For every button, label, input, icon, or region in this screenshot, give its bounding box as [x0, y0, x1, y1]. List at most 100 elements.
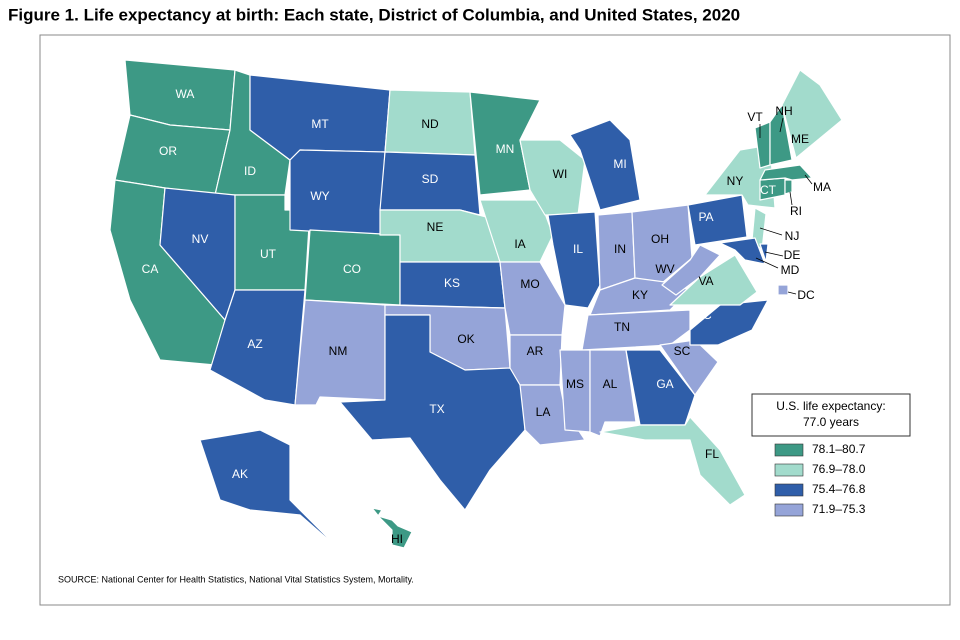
state-label: IN: [614, 242, 626, 256]
state-label: ND: [421, 117, 439, 131]
state-label: UT: [260, 247, 277, 261]
state-label: CO: [343, 262, 361, 276]
state-label: VT: [747, 110, 763, 124]
state-label: RI: [790, 204, 802, 218]
state-label: TX: [429, 402, 444, 416]
state-label: OH: [651, 232, 669, 246]
state: [209, 289, 306, 406]
state: [581, 309, 691, 351]
legend-swatch: [774, 483, 804, 497]
summary-line: U.S. life expectancy:: [776, 399, 885, 413]
state: [719, 237, 766, 265]
state-label: CT: [760, 183, 777, 197]
leader-line: [804, 174, 813, 185]
state-label: HI: [391, 532, 403, 546]
summary-box: [751, 393, 911, 437]
state-labels: WA OR CA ID NV UT AZ MT WY CO NM ND SD NE KS OK TX MN IA MO…: [142, 87, 831, 546]
state-label: LA: [536, 405, 551, 419]
state: [569, 119, 641, 211]
state-label: MA: [813, 180, 831, 194]
state-label: KY: [632, 288, 648, 302]
state-label: SC: [674, 344, 691, 358]
state-label: GA: [656, 377, 673, 391]
state: [777, 284, 789, 296]
state-label: WA: [176, 87, 195, 101]
state: [781, 69, 843, 159]
state-label: DC: [797, 288, 815, 302]
state-label: MN: [496, 142, 515, 156]
legend-label: 71.9–75.3: [812, 502, 866, 516]
state-label: ID: [244, 164, 256, 178]
state: [371, 507, 413, 549]
state: [759, 164, 813, 181]
state-label: MO: [520, 277, 539, 291]
state-label: FL: [705, 447, 719, 461]
state-label: NJ: [785, 229, 800, 243]
state-label: AK: [232, 467, 248, 481]
legend-label: 78.1–80.7: [812, 442, 866, 456]
states: [109, 59, 843, 551]
state: [625, 349, 696, 426]
state: [509, 334, 563, 386]
legend-swatch: [774, 503, 804, 517]
state-label: IA: [514, 237, 525, 251]
state: [704, 144, 776, 209]
state: [199, 429, 341, 551]
legend-swatch: [774, 463, 804, 477]
state: [687, 194, 748, 246]
state-label: OR: [159, 144, 177, 158]
legend: 78.1–80.7 76.9–78.0 75.4–76.8 71.9–75.3: [774, 442, 866, 517]
state-label: NC: [694, 308, 712, 322]
leader-line: [787, 291, 797, 295]
state-label: VA: [698, 274, 713, 288]
state: [547, 211, 601, 309]
state-label: AL: [603, 377, 618, 391]
state-label: ME: [791, 132, 809, 146]
state-label: WY: [310, 189, 329, 203]
state-label: TN: [614, 320, 630, 334]
state: [631, 204, 693, 284]
state-label: IL: [573, 242, 583, 256]
state-label: WI: [553, 167, 568, 181]
source-note: SOURCE: National Center for Health Stati…: [58, 574, 414, 584]
state-label: NH: [775, 104, 792, 118]
state: [759, 243, 769, 263]
state: [669, 254, 758, 306]
state-label: DE: [784, 248, 801, 262]
state-label: SD: [422, 172, 439, 186]
state: [339, 314, 526, 511]
leader-line: [755, 257, 779, 269]
state-label: NV: [192, 232, 209, 246]
state: [599, 416, 746, 506]
state: [659, 339, 719, 396]
legend-label: 75.4–76.8: [812, 482, 866, 496]
state-label: MS: [566, 377, 584, 391]
state-label: CA: [142, 262, 159, 276]
leader-line: [764, 251, 784, 257]
state-label: MD: [781, 263, 800, 277]
state-label: NE: [427, 220, 444, 234]
state-label: MT: [311, 117, 329, 131]
state-label: NY: [727, 174, 744, 188]
legend-label: 76.9–78.0: [812, 462, 866, 476]
state-label: MI: [613, 157, 626, 171]
state-label: OK: [457, 332, 474, 346]
state: [479, 199, 554, 263]
leader-line: [759, 227, 783, 236]
state: [661, 244, 721, 296]
state-label: NM: [329, 344, 348, 358]
state-label: AR: [527, 344, 544, 358]
legend-swatch: [774, 443, 804, 457]
state-label: WV: [655, 262, 674, 276]
state: [289, 149, 386, 236]
leader-line: [789, 191, 793, 206]
summary-line: 77.0 years: [803, 415, 859, 429]
state-label: PA: [698, 210, 713, 224]
leader-line: [779, 117, 784, 133]
figure-title: Figure 1. Life expectancy at birth: Each…: [8, 5, 740, 24]
state-label: AZ: [247, 337, 262, 351]
state-label: KS: [444, 276, 460, 290]
state: [769, 104, 793, 166]
